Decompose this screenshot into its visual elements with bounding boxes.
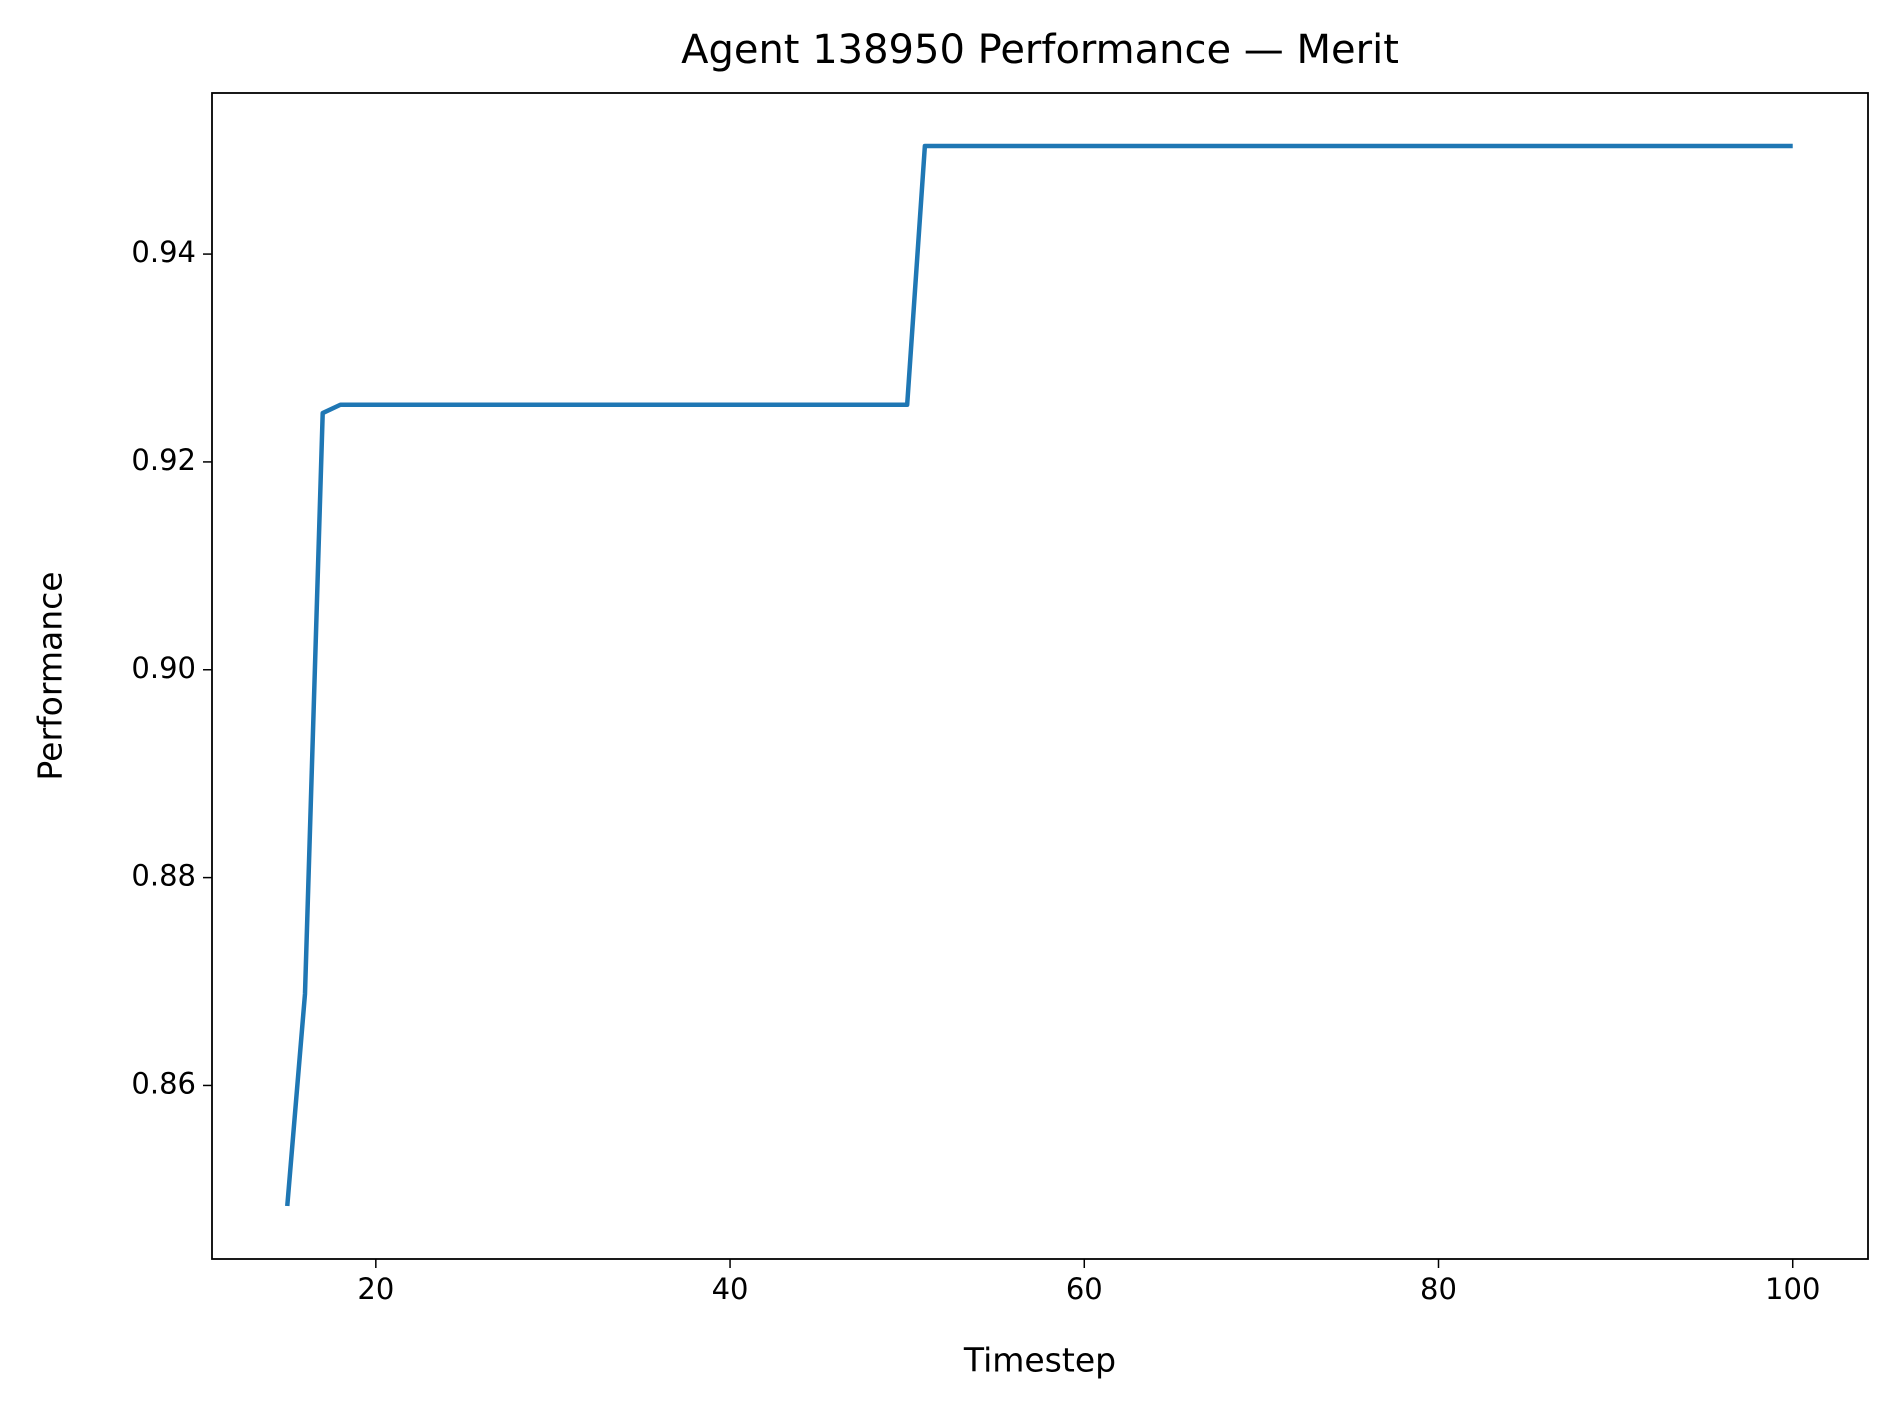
y-axis-label: Performance bbox=[31, 571, 70, 780]
y-tick-label: 0.88 bbox=[131, 859, 196, 893]
y-tick-label: 0.94 bbox=[131, 235, 196, 269]
data-line bbox=[285, 143, 1793, 1207]
x-tick-label: 40 bbox=[712, 1272, 749, 1306]
x-tick-label: 100 bbox=[1765, 1272, 1820, 1306]
plot-frame bbox=[211, 92, 1869, 1260]
y-tick-label: 0.92 bbox=[131, 443, 196, 477]
x-tick-label: 20 bbox=[357, 1272, 394, 1306]
x-axis-label: Timestep bbox=[963, 1341, 1116, 1380]
y-tick-label: 0.90 bbox=[131, 651, 196, 685]
x-tick-label: 60 bbox=[1066, 1272, 1103, 1306]
x-tick-label: 80 bbox=[1420, 1272, 1457, 1306]
chart-title: Agent 138950 Performance — Merit bbox=[681, 27, 1399, 73]
y-tick-label: 0.86 bbox=[131, 1066, 196, 1100]
